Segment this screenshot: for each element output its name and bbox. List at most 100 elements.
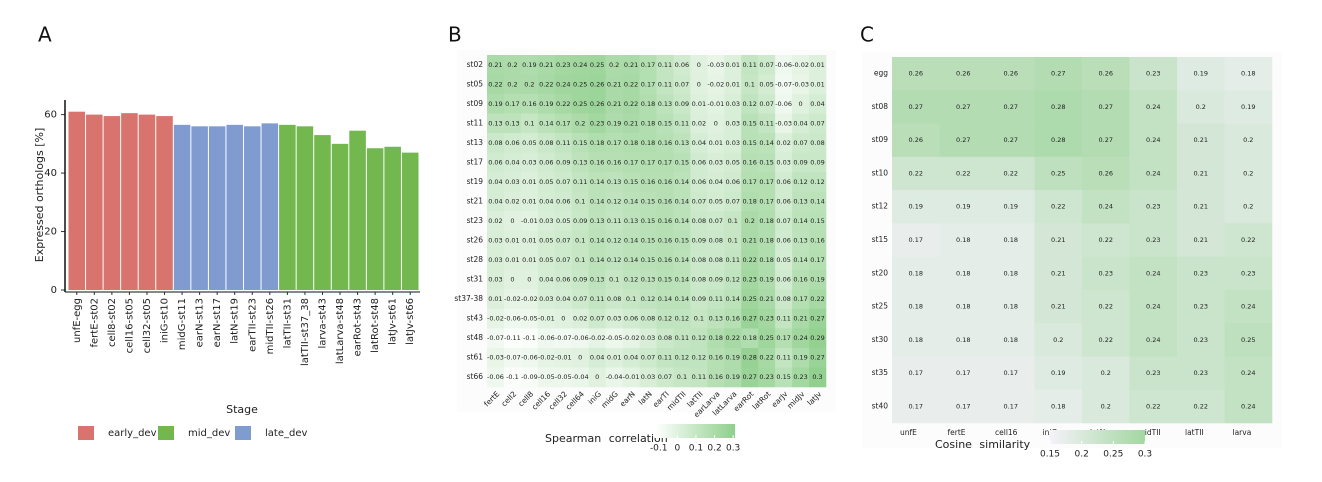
heatmap-cell xyxy=(1224,356,1273,391)
heatmap-cell xyxy=(656,308,674,329)
heatmap-cell xyxy=(656,74,674,95)
heatmap-cell xyxy=(605,152,623,173)
cell-value: 0.14 xyxy=(675,178,689,186)
cell-value: 0.08 xyxy=(641,315,655,323)
heatmap-cell xyxy=(758,74,776,95)
cell-value: 0.24 xyxy=(1146,336,1160,344)
cell-value: 0.16 xyxy=(522,100,536,108)
cell-value: 0.11 xyxy=(658,61,672,69)
heatmap-cell xyxy=(503,230,522,251)
heatmap-cell xyxy=(503,133,522,153)
heatmap-cell xyxy=(707,191,725,212)
heatmap-cell xyxy=(741,172,759,193)
heatmap-cell xyxy=(537,94,556,114)
cell-value: 0.09 xyxy=(573,276,587,284)
cell-value: 0.08 xyxy=(709,237,723,245)
heatmap-cell xyxy=(809,347,827,368)
cell-value: 0.16 xyxy=(810,237,824,245)
heatmap-cell xyxy=(758,269,776,290)
heatmap-cell xyxy=(673,367,691,388)
heatmap-cell xyxy=(487,55,505,75)
heatmap-cell xyxy=(1082,256,1130,291)
heatmap-cell xyxy=(758,289,776,310)
cell-value: 0.14 xyxy=(793,256,807,264)
cell-value: 0.02 xyxy=(505,197,519,205)
cell-value: 0.11 xyxy=(742,61,756,69)
row-label: st25 xyxy=(872,302,889,311)
heatmap-cell xyxy=(520,230,539,251)
heatmap-cell xyxy=(537,211,556,232)
cell-value: 0.22 xyxy=(810,295,824,303)
heatmap-cell xyxy=(673,55,691,75)
heatmap-cell xyxy=(892,57,940,91)
heatmap-cell xyxy=(673,289,691,310)
heatmap-cell xyxy=(622,308,640,329)
cell-value: 0.29 xyxy=(810,334,824,342)
cell-value: 0.04 xyxy=(810,100,824,108)
cell-value: 0.04 xyxy=(793,119,807,127)
cell-value: 0.07 xyxy=(556,256,570,264)
bar xyxy=(331,143,349,290)
legend-label: early_dev xyxy=(108,428,157,439)
heatmap-cell xyxy=(1224,90,1273,124)
cell-value: 0.17 xyxy=(759,197,773,205)
cell-value: 0.15 xyxy=(624,178,638,186)
heatmap-cell xyxy=(1082,223,1130,257)
row-label: st02 xyxy=(467,60,484,69)
heatmap-cell xyxy=(809,308,827,329)
cell-value: 0.11 xyxy=(675,119,689,127)
cell-value: 0 xyxy=(799,100,803,108)
heatmap-cell xyxy=(775,113,793,134)
cell-value: 0.24 xyxy=(1146,103,1160,111)
cell-value: 0.1 xyxy=(745,80,755,88)
heatmap-cell xyxy=(520,289,539,310)
cell-value: -0.05 xyxy=(521,315,538,323)
cell-value: 0.08 xyxy=(692,217,706,225)
heatmap-cell xyxy=(741,191,759,212)
cell-value: 0.21 xyxy=(1051,303,1065,311)
row-label: st35 xyxy=(872,368,889,377)
heatmap-cell xyxy=(605,269,623,290)
cell-value: 0.24 xyxy=(1241,369,1255,377)
cell-value: 0.05 xyxy=(776,256,790,264)
heatmap-cell xyxy=(892,356,940,391)
heatmap-cell xyxy=(792,152,810,173)
heatmap-cell xyxy=(537,347,556,368)
heatmap-cell xyxy=(1224,57,1273,91)
heatmap-cell xyxy=(503,289,522,310)
heatmap-cell xyxy=(639,250,657,271)
heatmap-cell xyxy=(588,113,606,134)
cell-value: 0.01 xyxy=(505,237,519,245)
row-label: st17 xyxy=(467,157,484,166)
heatmap-cell xyxy=(809,94,827,114)
cell-value: 0.22 xyxy=(759,354,773,362)
heatmap-cell xyxy=(690,230,708,251)
heatmap-cell xyxy=(1129,156,1178,191)
cell-value: 0.19 xyxy=(759,276,773,284)
cell-value: 0.18 xyxy=(1241,70,1255,78)
cell-value: 0.23 xyxy=(759,373,773,381)
cell-value: 0.24 xyxy=(1241,303,1255,311)
heatmap-cell xyxy=(707,289,725,310)
bar xyxy=(156,116,173,290)
cell-value: -0.09 xyxy=(521,373,538,381)
heatmap-cell xyxy=(537,113,556,134)
heatmap-cell xyxy=(520,250,539,271)
row-label: st11 xyxy=(467,118,484,127)
heatmap-cell xyxy=(1129,223,1178,257)
heatmap-cell xyxy=(1224,256,1273,291)
heatmap-cell xyxy=(588,94,606,114)
heatmap-cell xyxy=(605,191,623,212)
col-label: fertE xyxy=(948,428,966,437)
heatmap-cell xyxy=(690,152,708,173)
cell-value: -0.07 xyxy=(504,354,521,362)
heatmap-cell xyxy=(656,211,674,232)
col-label: iniG xyxy=(1043,428,1058,437)
cell-value: 0.22 xyxy=(909,169,923,177)
heatmap-cell xyxy=(690,367,708,388)
heatmap-cell xyxy=(707,152,725,173)
cell-value: 0.01 xyxy=(726,80,740,88)
heatmap-cell xyxy=(503,211,522,232)
heatmap-cell xyxy=(537,289,556,310)
cell-value: 0.14 xyxy=(590,197,604,205)
